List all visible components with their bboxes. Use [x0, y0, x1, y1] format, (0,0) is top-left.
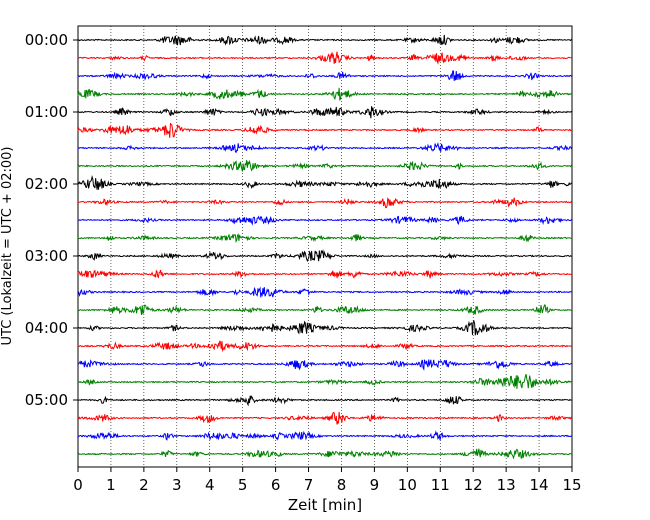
y-tick-label: 01:00	[25, 103, 68, 121]
x-tick-label: 13	[497, 476, 516, 494]
x-tick-label: 8	[337, 476, 347, 494]
x-tick-label: 10	[398, 476, 417, 494]
seismic-trace	[77, 233, 573, 243]
x-tick-label: 4	[205, 476, 215, 494]
x-tick-label: 1	[106, 476, 116, 494]
seismic-trace	[77, 51, 573, 65]
seismic-trace	[77, 106, 573, 119]
x-tick-label: 6	[271, 476, 281, 494]
seismic-trace	[77, 122, 573, 138]
y-tick-label: 05:00	[25, 391, 68, 409]
seismic-trace	[77, 175, 573, 190]
seismic-trace	[77, 374, 573, 389]
seismic-trace	[77, 142, 573, 154]
seismic-trace	[77, 269, 573, 279]
x-tick-label: 15	[562, 476, 581, 494]
seismic-trace	[77, 448, 573, 460]
plot-area-frame	[77, 25, 573, 468]
seismic-trace	[77, 34, 573, 46]
x-tick-label: 14	[530, 476, 549, 494]
seismic-trace	[77, 70, 573, 81]
x-tick-label: 7	[304, 476, 314, 494]
y-tick-label: 02:00	[25, 175, 68, 193]
seismic-trace	[77, 430, 573, 441]
seismic-trace	[77, 159, 573, 172]
seismic-trace	[77, 215, 573, 226]
y-tick-label: 03:00	[25, 247, 68, 265]
x-tick-label: 3	[172, 476, 182, 494]
seismic-trace	[77, 87, 573, 101]
x-tick-label: 11	[431, 476, 450, 494]
x-axis-title: Zeit [min]	[288, 496, 362, 514]
seismic-trace	[77, 197, 573, 209]
x-tick-label: 5	[238, 476, 248, 494]
trace-group	[77, 34, 573, 460]
y-tick-label: 04:00	[25, 319, 68, 337]
y-axis-title: UTC (Lokalzeit = UTC + 02:00)	[0, 147, 15, 346]
y-axis: 00:00 01:00 02:00 03:00 04:00 05:00	[25, 31, 78, 409]
seismic-trace	[77, 340, 573, 353]
x-tick-label: 2	[139, 476, 149, 494]
x-tick-label: 9	[370, 476, 380, 494]
y-tick-label: 00:00	[25, 31, 68, 49]
seismic-trace	[77, 286, 573, 298]
x-tick-label: 0	[73, 476, 83, 494]
seismic-trace	[77, 319, 573, 336]
x-tick-label: 12	[464, 476, 483, 494]
x-axis: 0 1 2 3 4 5 6 7 8 9 10 11 12 13 14 15	[73, 467, 582, 494]
seismic-trace	[77, 359, 573, 371]
seismic-trace	[77, 411, 573, 425]
seismic-trace	[77, 249, 573, 263]
seismic-trace	[77, 395, 573, 407]
seismic-trace	[77, 304, 573, 316]
